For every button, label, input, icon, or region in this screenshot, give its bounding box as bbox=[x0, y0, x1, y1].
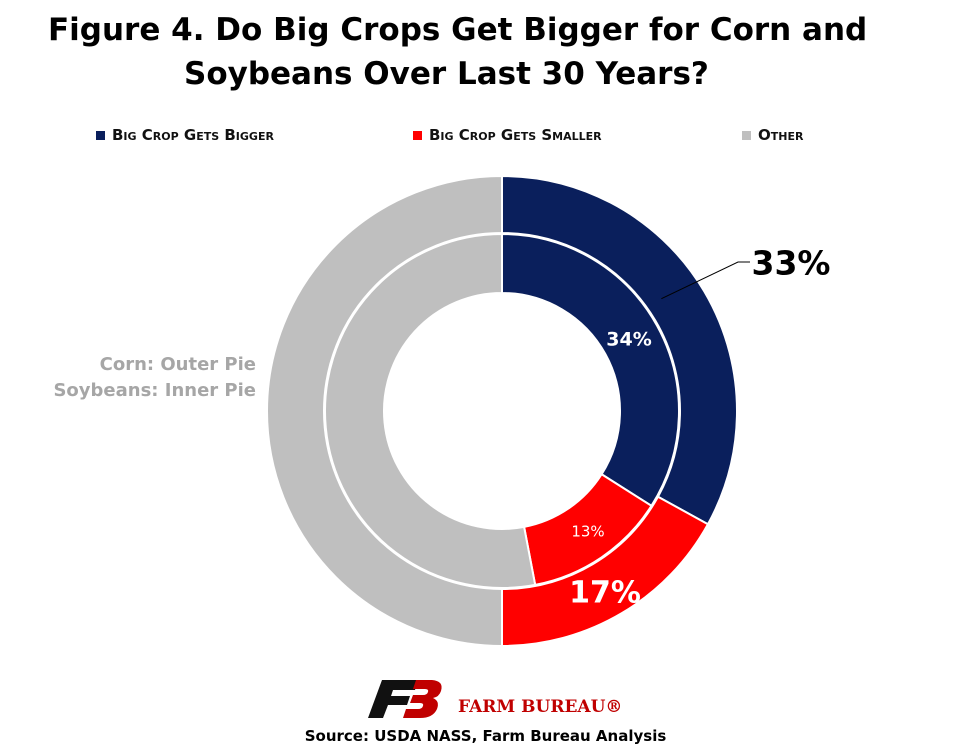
outer-label-leader-line bbox=[661, 261, 750, 300]
legend-label-bigger: Big Crop Gets Bigger bbox=[112, 126, 274, 144]
outer-data-label-bigger: 33% bbox=[752, 244, 831, 283]
fb-logo-icon bbox=[368, 680, 442, 718]
farm-bureau-logo bbox=[368, 680, 442, 718]
legend-item-other: Other bbox=[742, 126, 803, 144]
legend-item-smaller: Big Crop Gets Smaller bbox=[413, 126, 602, 144]
legend-swatch-bigger bbox=[96, 130, 105, 140]
annotation-inner: Soybeans: Inner Pie bbox=[53, 380, 256, 401]
chart-title-line-1: Figure 4. Do Big Crops Get Bigger for Co… bbox=[48, 12, 868, 48]
legend-swatch-smaller bbox=[413, 130, 422, 140]
pie-annotation: Corn: Outer Pie Soybeans: Inner Pie bbox=[53, 352, 256, 404]
legend-item-bigger: Big Crop Gets Bigger bbox=[96, 126, 274, 144]
legend: Big Crop Gets Bigger Big Crop Gets Small… bbox=[0, 122, 971, 148]
inner-ring-slice-2 bbox=[324, 232, 537, 589]
logo-text: FARM BUREAU® bbox=[458, 697, 623, 717]
source-note: Source: USDA NASS, Farm Bureau Analysis bbox=[304, 727, 667, 745]
outer-data-label-smaller: 17% bbox=[569, 576, 641, 611]
legend-swatch-other bbox=[742, 130, 751, 140]
legend-label-other: Other bbox=[758, 126, 804, 144]
inner-data-label-smaller: 13% bbox=[571, 523, 604, 541]
annotation-outer: Corn: Outer Pie bbox=[99, 354, 256, 375]
inner-ring-slice-0 bbox=[501, 232, 680, 508]
chart-title-line-2: Soybeans Over Last 30 Years? bbox=[184, 56, 709, 92]
legend-label-smaller: Big Crop Gets Smaller bbox=[429, 126, 602, 144]
inner-data-label-bigger: 34% bbox=[606, 329, 651, 351]
